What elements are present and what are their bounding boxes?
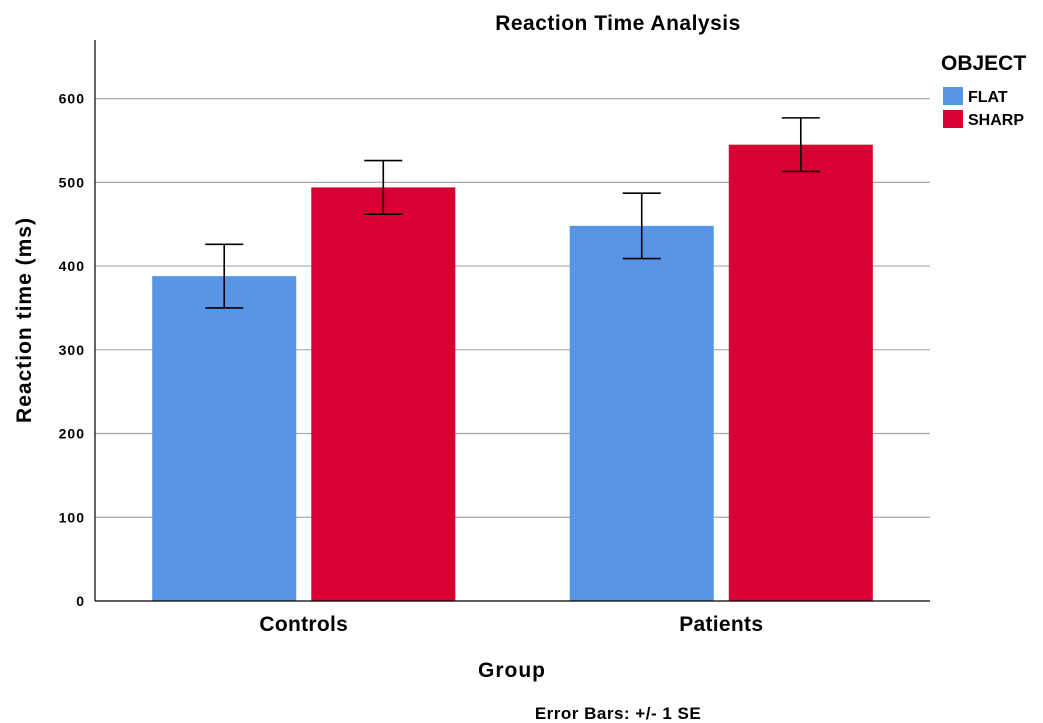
legend-swatch-flat bbox=[943, 87, 963, 105]
error-bar-sharp-controls bbox=[364, 159, 403, 215]
legend: OBJECT FLAT SHARP bbox=[941, 52, 1026, 129]
y-tick-label: 400 bbox=[59, 258, 85, 274]
bar-sharp-patients bbox=[728, 144, 873, 601]
error-bar-sharp-patients bbox=[781, 117, 820, 173]
legend-label-flat: FLAT bbox=[968, 89, 1008, 106]
bars bbox=[152, 144, 873, 601]
y-tick-label: 0 bbox=[76, 593, 85, 609]
error-bars bbox=[205, 117, 820, 309]
bar-flat-controls bbox=[152, 276, 297, 601]
y-ticks: 0 100 200 300 400 500 600 bbox=[59, 91, 85, 609]
x-tick-labels: Controls Patients bbox=[259, 613, 763, 636]
y-tick-label: 600 bbox=[59, 91, 85, 107]
legend-swatch-sharp bbox=[943, 110, 963, 128]
y-tick-label: 500 bbox=[59, 174, 85, 190]
x-axis-label: Group bbox=[478, 659, 546, 682]
x-tick-label: Patients bbox=[679, 613, 763, 636]
bar-flat-patients bbox=[569, 225, 714, 601]
bar-sharp-controls bbox=[311, 187, 456, 601]
y-tick-label: 300 bbox=[59, 342, 85, 358]
x-tick-label: Controls bbox=[259, 613, 348, 636]
legend-label-sharp: SHARP bbox=[968, 112, 1024, 129]
error-bar-flat-patients bbox=[622, 192, 661, 260]
legend-title: OBJECT bbox=[941, 52, 1026, 75]
y-tick-label: 200 bbox=[59, 426, 85, 442]
y-axis-label: Reaction time (ms) bbox=[13, 217, 36, 423]
chart-title: Reaction Time Analysis bbox=[495, 12, 741, 35]
y-tick-label: 100 bbox=[59, 509, 85, 525]
error-bar-note: Error Bars: +/- 1 SE bbox=[535, 704, 701, 723]
error-bar-flat-controls bbox=[205, 243, 244, 309]
